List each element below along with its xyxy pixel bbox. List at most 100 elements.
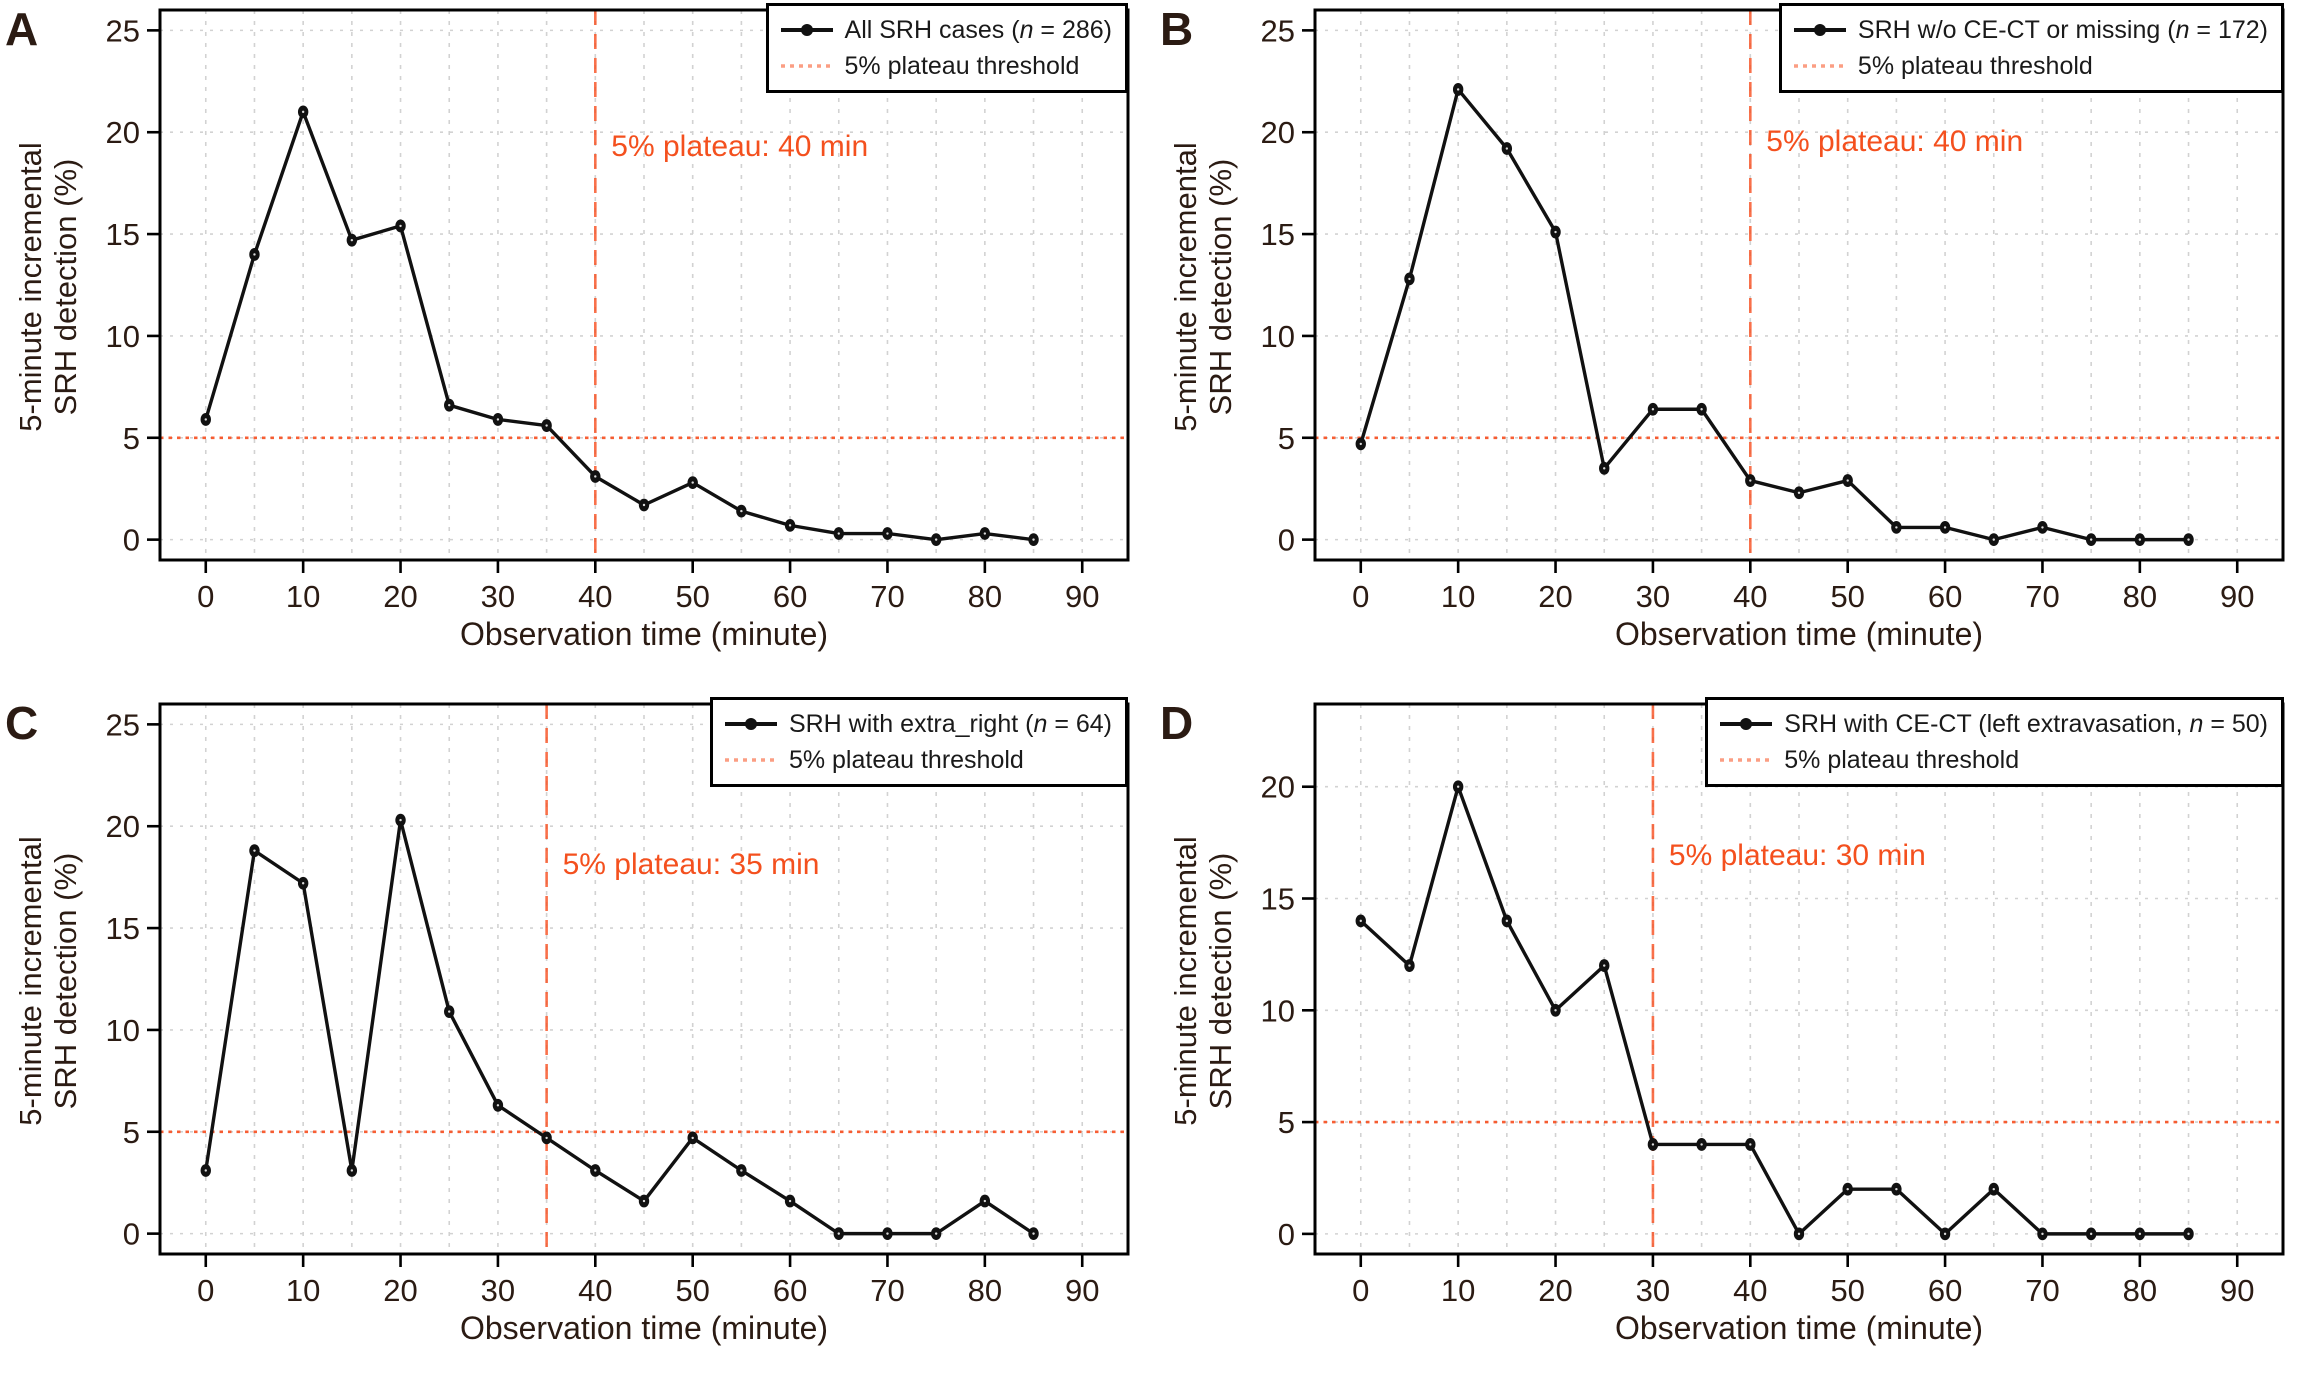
y-tick-label: 0 (1278, 523, 1295, 558)
x-tick-label: 50 (1830, 1273, 1864, 1308)
data-point-center (2187, 1232, 2190, 1236)
x-tick-label: 70 (870, 579, 904, 614)
data-point-center (301, 882, 305, 885)
x-tick-label: 90 (2220, 579, 2254, 614)
x-tick-label: 90 (2220, 1273, 2254, 1308)
y-tick-label: 5 (1278, 421, 1295, 456)
y-tick-label: 15 (1261, 882, 1295, 917)
data-point-center (399, 818, 402, 822)
data-point-center (2138, 538, 2142, 541)
legend-threshold-label: 5% plateau threshold (1784, 745, 2020, 774)
legend-entry-series: SRH with extra_right (n = 64) (723, 707, 1112, 741)
data-point-center (1797, 491, 1801, 494)
data-point-center (594, 1169, 597, 1172)
legend-series-label: SRH w/o CE-CT or missing (n = 172) (1857, 15, 2268, 44)
data-point-center (2138, 1232, 2142, 1236)
x-tick-label: 40 (1733, 1273, 1767, 1308)
data-point-center (1505, 147, 1509, 150)
x-tick-label: 60 (773, 1273, 807, 1308)
data-point-center (448, 1010, 451, 1013)
y-tick-label: 15 (106, 217, 140, 252)
x-tick-label: 30 (481, 579, 515, 614)
x-tick-label: 0 (197, 1273, 214, 1308)
data-point-center (983, 532, 987, 535)
legend-entry-series: SRH with CE-CT (left extravasation, n = … (1718, 707, 2268, 741)
data-point-center (1895, 1187, 1898, 1191)
x-tick-label: 80 (968, 579, 1002, 614)
data-point-center (1408, 277, 1411, 281)
plateau-annotation: 5% plateau: 35 min (562, 847, 820, 881)
x-tick-label: 30 (1636, 579, 1670, 614)
legend-threshold-label: 5% plateau threshold (844, 51, 1080, 80)
threshold-dotted-line-icon (1720, 758, 1773, 762)
series-line-icon (1793, 24, 1846, 36)
x-tick-label: 50 (675, 579, 709, 614)
data-point-center (1651, 1143, 1655, 1146)
data-point-center (886, 1232, 889, 1235)
x-tick-label: 10 (286, 1273, 320, 1308)
x-tick-label: 10 (1441, 1273, 1475, 1308)
x-tick-label: 60 (773, 579, 807, 614)
data-point-center (301, 110, 305, 114)
legend-entry-threshold: 5% plateau threshold (1718, 743, 2268, 777)
x-tick-label: 20 (383, 579, 417, 614)
x-tick-label: 60 (1928, 1273, 1962, 1308)
panel-letter: D (1160, 697, 1195, 749)
x-tick-label: 20 (383, 1273, 417, 1308)
data-point-center (1603, 964, 1606, 967)
panel-d: D 5-minute incremental SRH detection (%)… (1155, 694, 2311, 1388)
threshold-dotted-line-icon (780, 64, 833, 68)
data-point-center (1846, 479, 1849, 482)
data-point-center (496, 418, 500, 421)
data-point-center (1797, 1232, 1801, 1236)
data-point-center (837, 1232, 840, 1235)
data-point-center (1846, 1187, 1849, 1191)
panel-letter: C (5, 697, 40, 749)
data-point-center (1651, 408, 1655, 411)
data-point-center (1505, 919, 1509, 923)
x-tick-label: 30 (481, 1273, 515, 1308)
data-point-center (1554, 230, 1557, 234)
x-tick-label: 20 (1538, 579, 1572, 614)
data-point-center (1943, 526, 1947, 529)
panel-letter: B (1160, 3, 1195, 55)
data-point-center (1032, 538, 1035, 541)
data-point-center (788, 524, 792, 527)
data-point-center (204, 1169, 207, 1172)
series-line (204, 110, 1034, 542)
axes-frame (158, 702, 1130, 1256)
x-axis-label: Observation time (minute) (459, 1310, 829, 1346)
data-point-center (1700, 1143, 1703, 1146)
data-point-center (691, 481, 694, 484)
data-point-center (934, 1232, 938, 1235)
data-point-center (1359, 919, 1362, 923)
x-tick-label: 10 (286, 579, 320, 614)
data-point-center (691, 1136, 694, 1140)
x-tick-label: 20 (1538, 1273, 1572, 1308)
legend: All SRH cases (n = 286) 5% plateau thres… (765, 3, 1128, 93)
legend-series-label: SRH with CE-CT (left extravasation, n = … (1784, 709, 2268, 738)
panel-c: C 5-minute incremental SRH detection (%)… (0, 694, 1155, 1388)
data-point-center (886, 532, 889, 535)
y-tick-label: 5 (1278, 1105, 1295, 1140)
data-point-center (642, 1199, 646, 1203)
x-tick-label: 0 (1352, 1273, 1369, 1308)
data-point-center (740, 1169, 743, 1172)
x-axis-label: Observation time (minute) (1614, 1310, 1984, 1346)
data-point-center (934, 538, 938, 541)
legend: SRH with extra_right (n = 64) 5% plateau… (709, 697, 1128, 787)
data-point-center (2089, 1232, 2093, 1236)
y-tick-label: 20 (106, 115, 140, 150)
data-point-center (983, 1199, 987, 1203)
series-line (1359, 87, 2189, 542)
y-tick-label: 20 (1261, 115, 1295, 150)
y-tick-label: 10 (1261, 319, 1295, 354)
data-point-center (1408, 964, 1411, 967)
legend-entry-series: All SRH cases (n = 286) (779, 13, 1112, 47)
series-line (204, 818, 1035, 1236)
x-tick-label: 50 (1830, 579, 1864, 614)
data-point-center (1749, 479, 1752, 482)
data-point-center (1359, 442, 1362, 446)
legend: SRH w/o CE-CT or missing (n = 172) 5% pl… (1778, 3, 2284, 93)
